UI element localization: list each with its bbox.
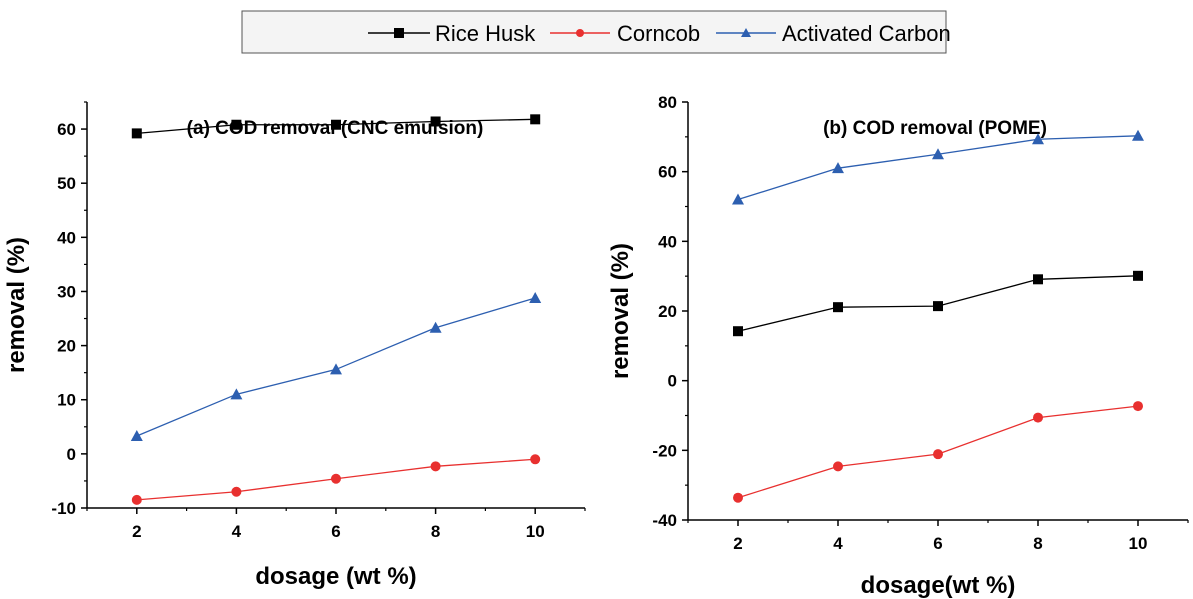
circle-marker-icon [576,29,584,37]
legend-label-activated-carbon: Activated Carbon [782,21,951,46]
panel-b-point-corncob [1033,412,1043,423]
panel-a-y-tick-label: 30 [57,282,76,301]
panel-b-point-activated-carbon [1132,129,1144,141]
panel-a-y-tick-label: 60 [57,120,76,139]
panel-b-point-corncob [1133,401,1143,412]
panel-a-point-corncob [231,486,242,497]
panel-a-y-tick-label: -10 [51,499,76,518]
panel-b-y-tick-label: 80 [658,93,677,112]
panel-b-y-tick-label: 40 [658,232,677,251]
panel-a-point-corncob [331,473,341,484]
square-marker-icon [394,28,404,38]
legend-box [241,10,947,54]
panel-a-x-tick-label: 8 [431,522,440,541]
panel-b-x-tick-label: 6 [933,534,942,553]
panel-a-point-activated-carbon [230,388,243,400]
panel-a-point-activated-carbon [330,363,342,375]
legend-label-rice-husk: Rice Husk [435,21,536,46]
panel-a-point-rice-husk [530,114,541,125]
panel-b-point-activated-carbon [1032,133,1044,145]
panel-a-x-axis-title: dosage (wt %) [255,563,416,590]
panel-b-x-tick-label: 8 [1033,534,1042,553]
panel-a-x-tick-label: 2 [132,522,141,541]
panel-a-point-rice-husk [231,119,242,130]
panel-a-point-rice-husk [131,128,142,139]
panel-a-point-corncob [430,461,441,472]
panel-b-point-rice-husk [1033,274,1043,285]
panel-a-x-tick-label: 6 [331,522,340,541]
panel-b-point-corncob [933,449,943,460]
panel-a-point-corncob [530,454,541,465]
legend-label-corncob: Corncob [617,21,700,46]
panel-a-point-rice-husk [331,119,341,130]
panel-b-point-corncob [833,461,843,472]
panel-a-y-tick-label: 40 [57,228,76,247]
panel-b-chart: -40 -20 0 20 40 60 80 2 4 6 8 10 (b) COD removal (PO… [607,93,1189,599]
panel-b-y-tick-label: 60 [658,163,677,182]
panel-b-point-corncob [733,492,743,503]
panel-b-point-activated-carbon [932,148,944,160]
panel-b-y-tick-label: -20 [652,441,677,460]
panel-a-y-tick-label: 0 [67,445,76,464]
panel-b-x-tick-label: 4 [833,534,843,553]
panel-b-y-tick-label: 20 [658,302,677,321]
panel-a-y-tick-label: 20 [57,337,76,356]
panel-a-x-tick-label: 10 [526,522,545,541]
panel-b-series-line-activated-carbon [737,135,1139,201]
panel-b-x-axis-title: dosage(wt %) [861,572,1016,599]
panel-b-point-rice-husk [833,302,843,313]
panel-a-point-activated-carbon [529,291,542,303]
panel-a-x-tick-label: 4 [232,522,242,541]
triangle-marker-icon [741,28,751,37]
panel-a-point-rice-husk [430,116,441,127]
legend-item-corncob: Corncob [550,21,700,46]
legend: Rice Husk Corncob Activated Carbon [241,10,951,54]
panel-b-title: (b) COD removal (POME) [823,118,1047,139]
panel-b-y-tick-label: -40 [652,511,677,530]
panel-b-point-activated-carbon [832,162,844,174]
panel-b-point-rice-husk [733,326,743,337]
panel-b-y-tick-label: 0 [668,372,677,391]
panel-b-point-rice-husk [933,301,943,312]
panel-a-point-activated-carbon [130,430,143,442]
legend-item-rice-husk: Rice Husk [368,21,536,46]
panel-b-x-tick-label: 10 [1129,534,1148,553]
panel-a-y-tick-label: 10 [57,391,76,410]
panel-b-point-activated-carbon [732,193,744,205]
panel-a-y-axis-title: removal (%) [3,237,30,373]
panel-b-x-tick-label: 2 [733,534,742,553]
panel-a-y-tick-label: 50 [57,174,76,193]
panel-a-point-activated-carbon [429,321,442,333]
panel-a-point-corncob [131,494,142,505]
legend-item-activated-carbon: Activated Carbon [716,21,951,46]
panel-b-y-axis-title: removal (%) [607,243,634,379]
panel-b-point-rice-husk [1133,270,1143,281]
